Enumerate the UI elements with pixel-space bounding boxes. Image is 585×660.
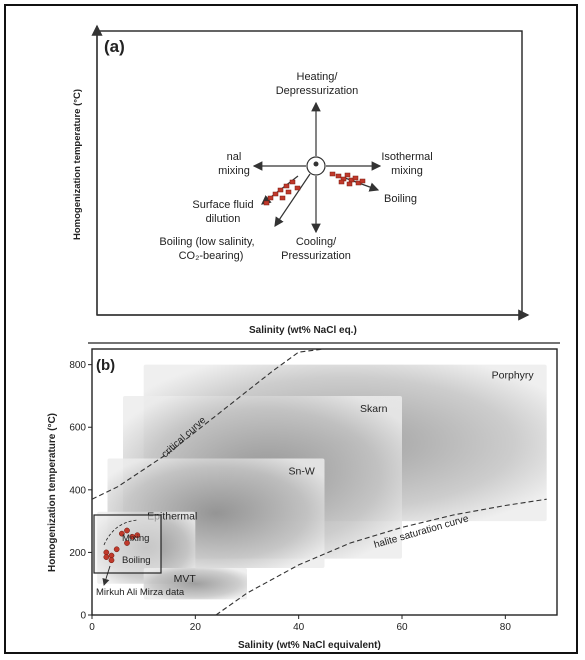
svg-text:Isothermal: Isothermal <box>381 151 432 163</box>
inset-boiling-label: Boiling <box>122 555 151 566</box>
panel-a: (a) Homogenization temperature (°C) Sali… <box>72 24 530 336</box>
inset-data-pointer <box>102 565 111 586</box>
inset-data-point <box>134 532 141 539</box>
panel-b-y-label: Homogenization temperature (°C) <box>47 413 58 572</box>
annotation-boiling: Boiling <box>384 193 417 205</box>
svg-text:Boiling (low salinity,: Boiling (low salinity, <box>159 236 254 248</box>
field-label-mvt: MVT <box>174 573 197 585</box>
figure-frame <box>4 4 578 654</box>
svg-text:Heating/: Heating/ <box>297 71 339 83</box>
svg-text:Surface fluid: Surface fluid <box>192 199 253 211</box>
annotation-nal-mixing: nal mixing <box>218 151 250 177</box>
annotation-heating: Heating/ Depressurization <box>276 71 359 97</box>
curve-critical-curve <box>91 348 325 500</box>
inset-data-point <box>129 533 136 540</box>
y-tick-label: 800 <box>69 360 86 371</box>
boiling-data-cluster <box>329 171 366 187</box>
inset-data-point <box>103 549 110 556</box>
inset-data-point <box>103 554 110 560</box>
x-tick-label: 80 <box>500 622 512 633</box>
annotation-cooling: Cooling/ Pressurization <box>281 236 351 262</box>
curve-halite-saturation-curve <box>215 498 547 616</box>
inset-mixing-label: Mixing <box>122 533 149 544</box>
field-label-sn-w: Sn-W <box>289 466 315 478</box>
svg-text:Pressurization: Pressurization <box>281 250 351 262</box>
field-mvt <box>143 568 247 600</box>
start-point-dot <box>313 161 319 167</box>
inset-data-point <box>124 527 130 534</box>
inset-data-point <box>124 540 130 546</box>
panel-b-x-label: Salinity (wt% NaCl equivalent) <box>238 640 381 651</box>
panel-b-label: (b) <box>96 357 115 374</box>
svg-text:dilution: dilution <box>206 213 241 225</box>
y-tick-label: 600 <box>69 423 86 434</box>
y-tick-label: 200 <box>69 548 86 559</box>
inset-data-points <box>103 527 141 564</box>
panel-a-x-label: Salinity (wt% NaCl eq.) <box>249 325 357 336</box>
inset-data-point <box>118 530 125 537</box>
x-tick-label: 40 <box>293 622 305 633</box>
x-tick-label: 60 <box>396 622 408 633</box>
annotation-boiling-low-salinity: Boiling (low salinity, CO₂-bearing) <box>159 236 254 262</box>
inset-data-point <box>113 546 120 553</box>
svg-text:Depressurization: Depressurization <box>276 85 359 97</box>
inset-data-point <box>108 557 115 564</box>
dilution-data-cluster <box>263 179 301 206</box>
svg-text:nal: nal <box>227 151 242 163</box>
y-tick-label: 0 <box>80 611 86 622</box>
panel-a-y-label: Homogenization temperature (°C) <box>72 89 83 240</box>
panel-a-label: (a) <box>104 37 125 56</box>
y-tick-label: 400 <box>69 485 86 496</box>
annotation-surface-dilution: Surface fluid dilution <box>192 199 253 225</box>
annotation-isothermal: Isothermal mixing <box>381 151 432 177</box>
inset-data-point <box>108 552 115 559</box>
svg-text:mixing: mixing <box>218 165 250 177</box>
inset-data-label: Mirkuh Ali Mirza data <box>96 587 185 598</box>
svg-text:CO₂-bearing): CO₂-bearing) <box>179 250 244 262</box>
svg-text:mixing: mixing <box>391 165 423 177</box>
field-label-porphyry: Porphyry <box>492 370 535 382</box>
x-tick-label: 20 <box>190 622 202 633</box>
svg-text:Cooling/: Cooling/ <box>296 236 337 248</box>
field-label-skarn: Skarn <box>360 403 388 415</box>
x-tick-label: 0 <box>89 622 95 633</box>
